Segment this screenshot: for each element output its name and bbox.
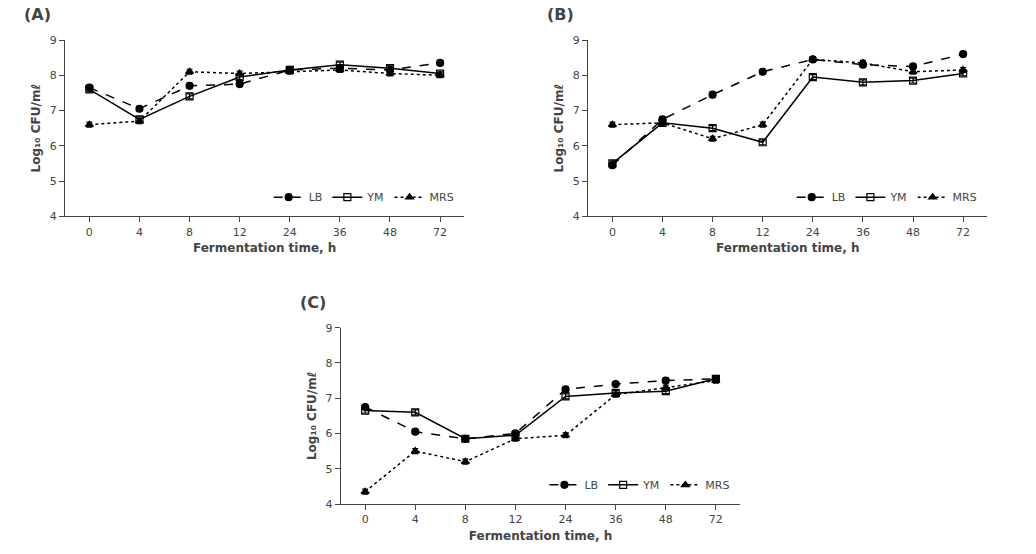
- svg-text:6: 6: [326, 427, 333, 440]
- svg-text:72: 72: [433, 226, 447, 239]
- svg-text:Log₁₀ CFU/mℓ: Log₁₀ CFU/mℓ: [305, 372, 319, 460]
- svg-text:7: 7: [573, 104, 580, 117]
- svg-text:5: 5: [573, 175, 580, 188]
- svg-text:24: 24: [283, 226, 297, 239]
- svg-text:Fermentation time, h: Fermentation time, h: [716, 241, 859, 255]
- svg-text:6: 6: [50, 140, 57, 153]
- svg-text:YM: YM: [642, 479, 659, 492]
- svg-text:YM: YM: [889, 191, 906, 204]
- svg-text:YM: YM: [366, 191, 383, 204]
- svg-text:48: 48: [383, 226, 397, 239]
- svg-text:8: 8: [186, 226, 193, 239]
- svg-text:4: 4: [573, 210, 580, 223]
- svg-text:LB: LB: [584, 479, 598, 492]
- svg-text:MRS: MRS: [430, 191, 454, 204]
- svg-text:8: 8: [50, 69, 57, 82]
- svg-text:(B): (B): [547, 5, 574, 24]
- svg-text:24: 24: [559, 513, 573, 526]
- svg-text:MRS: MRS: [705, 479, 729, 492]
- svg-text:MRS: MRS: [953, 191, 977, 204]
- svg-text:12: 12: [508, 513, 522, 526]
- svg-text:0: 0: [362, 513, 369, 526]
- svg-text:8: 8: [462, 513, 469, 526]
- svg-text:24: 24: [806, 226, 820, 239]
- svg-text:72: 72: [709, 513, 723, 526]
- svg-text:4: 4: [50, 210, 57, 223]
- svg-text:Log₁₀ CFU/mℓ: Log₁₀ CFU/mℓ: [29, 84, 43, 172]
- svg-text:12: 12: [756, 226, 770, 239]
- svg-text:Fermentation time, h: Fermentation time, h: [469, 529, 612, 543]
- svg-text:9: 9: [573, 34, 580, 47]
- svg-text:4: 4: [412, 513, 419, 526]
- svg-text:48: 48: [659, 513, 673, 526]
- svg-text:LB: LB: [832, 191, 846, 204]
- svg-text:8: 8: [573, 69, 580, 82]
- svg-text:9: 9: [50, 34, 57, 47]
- svg-text:Fermentation time, h: Fermentation time, h: [193, 241, 336, 255]
- svg-text:0: 0: [609, 226, 616, 239]
- svg-text:5: 5: [326, 463, 333, 476]
- svg-text:4: 4: [136, 226, 143, 239]
- svg-text:36: 36: [856, 226, 870, 239]
- svg-text:5: 5: [50, 175, 57, 188]
- svg-text:9: 9: [326, 322, 333, 335]
- svg-text:(A): (A): [24, 5, 51, 24]
- svg-text:4: 4: [326, 498, 333, 511]
- svg-text:36: 36: [333, 226, 347, 239]
- svg-text:4: 4: [659, 226, 666, 239]
- svg-text:LB: LB: [309, 191, 323, 204]
- svg-text:Log₁₀ CFU/mℓ: Log₁₀ CFU/mℓ: [552, 84, 566, 172]
- svg-text:8: 8: [326, 357, 333, 370]
- svg-text:72: 72: [956, 226, 970, 239]
- svg-text:36: 36: [609, 513, 623, 526]
- svg-text:7: 7: [326, 392, 333, 405]
- svg-text:8: 8: [709, 226, 716, 239]
- svg-text:6: 6: [573, 140, 580, 153]
- svg-text:7: 7: [50, 104, 57, 117]
- svg-text:12: 12: [233, 226, 247, 239]
- svg-text:0: 0: [86, 226, 93, 239]
- svg-text:48: 48: [906, 226, 920, 239]
- svg-text:(C): (C): [300, 293, 326, 312]
